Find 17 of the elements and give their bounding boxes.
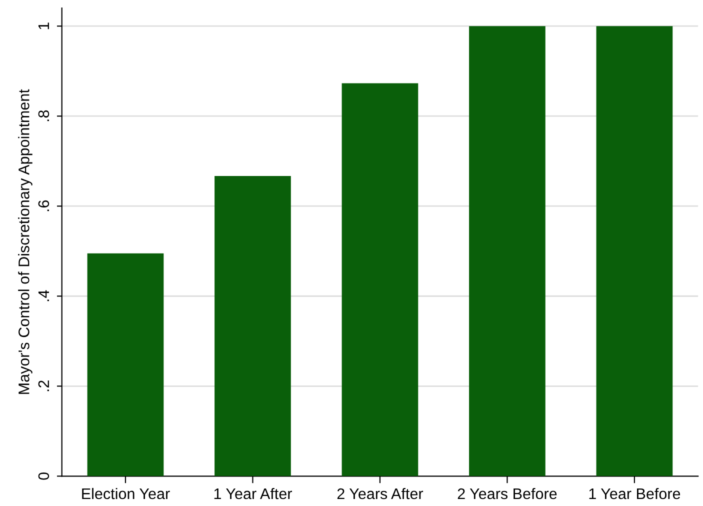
y-tick-label: 0 <box>38 472 50 480</box>
y-axis-title: Mayor's Control of Discretionary Appointment <box>18 89 32 394</box>
x-tick-label: 2 Years Before <box>458 488 557 500</box>
bar <box>342 83 418 476</box>
bar <box>596 26 673 476</box>
y-tick-label: .2 <box>38 380 49 392</box>
x-tick-label: 1 Year After <box>214 488 292 500</box>
bar <box>87 253 164 476</box>
x-tick-label: 1 Year Before <box>589 488 680 500</box>
y-tick-label: .6 <box>38 200 50 212</box>
y-tick-label: .4 <box>38 290 49 302</box>
x-tick-label: Election Year <box>82 488 170 500</box>
bar <box>469 26 546 476</box>
y-tick-label: .8 <box>38 110 50 122</box>
y-tick-label: 1 <box>38 22 49 30</box>
bar <box>214 176 291 476</box>
x-tick-label: 2 Years After <box>337 488 424 500</box>
